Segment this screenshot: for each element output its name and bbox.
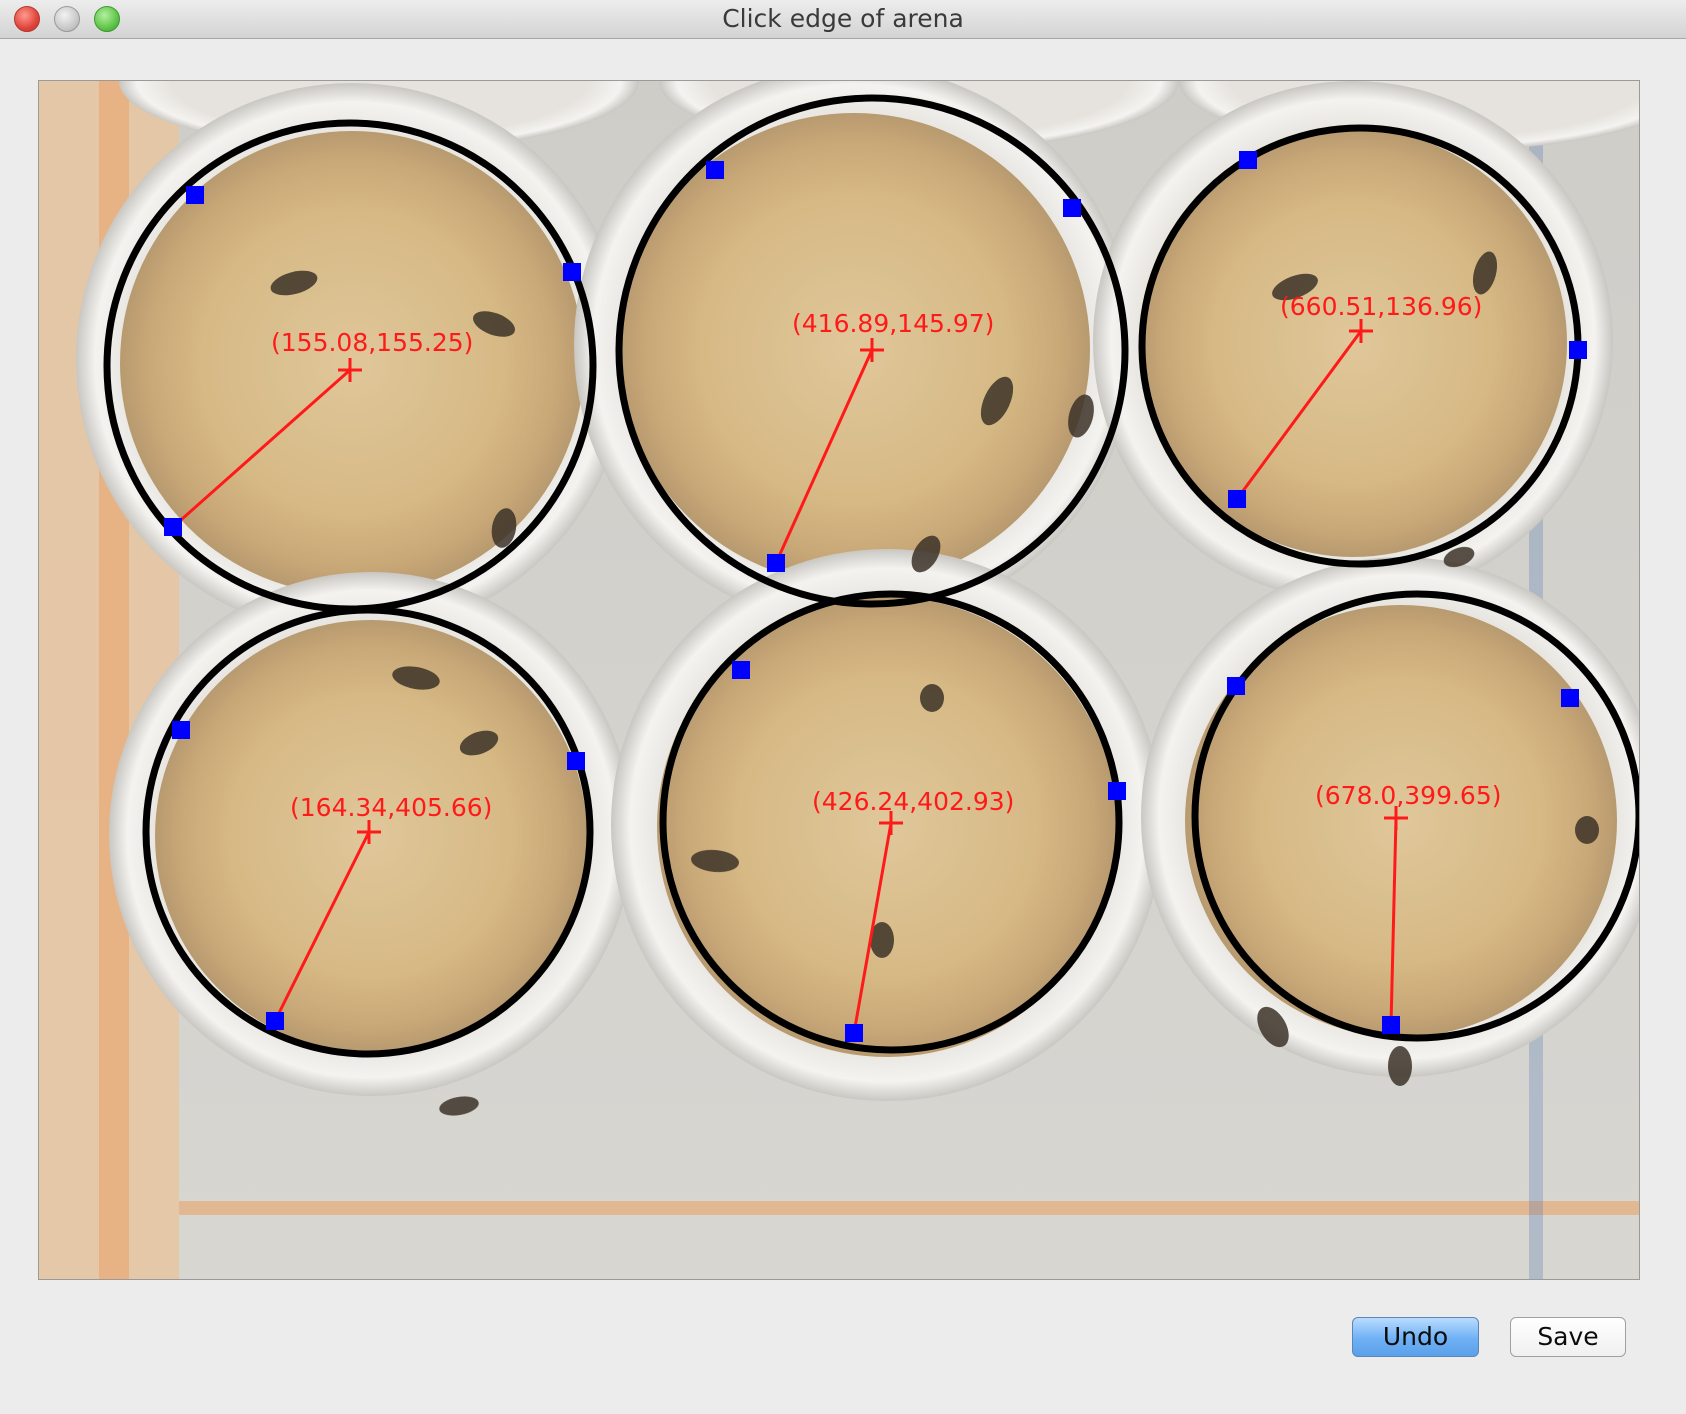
fly: [1575, 816, 1599, 844]
fly: [691, 849, 739, 873]
edge-point-marker: [706, 161, 724, 179]
fly: [459, 730, 499, 756]
edge-point-marker: [186, 186, 204, 204]
fly: [472, 311, 516, 337]
edge-point-marker: [172, 721, 190, 739]
arena-center-label: (164.34,405.66): [290, 793, 492, 822]
edge-point-marker: [563, 263, 581, 281]
arena-circle: [615, 94, 1129, 608]
edge-point-marker: [1561, 689, 1579, 707]
zoom-window-button[interactable]: [94, 6, 120, 32]
fly: [1388, 1046, 1412, 1086]
arena-circle: [1191, 590, 1639, 1042]
edge-point-marker: [164, 518, 182, 536]
radius-line: [774, 349, 874, 564]
fly: [1068, 394, 1094, 438]
arena-center-label: (155.08,155.25): [271, 328, 473, 357]
edge-point-marker: [1569, 341, 1587, 359]
edge-point-marker: [1063, 199, 1081, 217]
arena-circle: [142, 606, 594, 1058]
edge-point-marker: [1227, 677, 1245, 695]
arena-center-label: (426.24,402.93): [812, 787, 1014, 816]
fly: [270, 270, 318, 296]
well-food: [1185, 605, 1617, 1037]
fly: [1257, 1006, 1289, 1048]
radius-line: [1235, 330, 1363, 500]
undo-button[interactable]: Undo: [1352, 1317, 1479, 1357]
arena-center-cross: [860, 338, 884, 362]
arena-center-cross: [879, 811, 903, 835]
edge-point-marker: [1108, 782, 1126, 800]
fly: [439, 1096, 479, 1116]
edge-point-marker: [567, 752, 585, 770]
well-food: [155, 620, 587, 1052]
arena-center-cross: [338, 358, 362, 382]
window-title: Click edge of arena: [722, 4, 964, 33]
arena-center-label: (678.0,399.65): [1315, 781, 1502, 810]
arena-center-cross: [1384, 806, 1408, 830]
edge-point-marker: [1228, 490, 1246, 508]
fly: [1272, 273, 1318, 301]
edge-point-marker: [732, 661, 750, 679]
fly: [392, 666, 440, 690]
well-food: [120, 131, 584, 595]
fly: [920, 684, 944, 712]
arena-center-cross: [357, 820, 381, 844]
edge-point-marker: [266, 1012, 284, 1030]
edge-point-marker: [767, 554, 785, 572]
arena-image-canvas[interactable]: (155.08,155.25) (416.89,145.97) (660.51,…: [38, 80, 1640, 1280]
fly: [491, 508, 517, 548]
fly: [911, 535, 941, 573]
well-food: [618, 113, 1090, 585]
title-bar: Click edge of arena: [0, 0, 1686, 39]
radius-line: [172, 368, 351, 529]
edge-point-marker: [845, 1024, 863, 1042]
radius-line: [1389, 817, 1398, 1026]
edge-point-marker: [1382, 1016, 1400, 1034]
radius-line: [273, 831, 371, 1022]
arena-center-cross: [1349, 319, 1373, 343]
close-window-button[interactable]: [14, 6, 40, 32]
arena-center-label: (660.51,136.96): [1280, 292, 1482, 321]
save-button[interactable]: Save: [1510, 1317, 1626, 1357]
well-food: [657, 597, 1117, 1057]
fly: [1443, 546, 1475, 568]
minimize-window-button[interactable]: [54, 6, 80, 32]
orange-plate-edge-bottom: [179, 1201, 1639, 1215]
radius-line: [852, 822, 893, 1034]
arena-circle: [659, 590, 1123, 1054]
fly: [1472, 251, 1498, 295]
fly: [980, 376, 1014, 426]
edge-point-marker: [1239, 151, 1257, 169]
arena-center-label: (416.89,145.97): [792, 309, 994, 338]
fly: [870, 922, 894, 958]
